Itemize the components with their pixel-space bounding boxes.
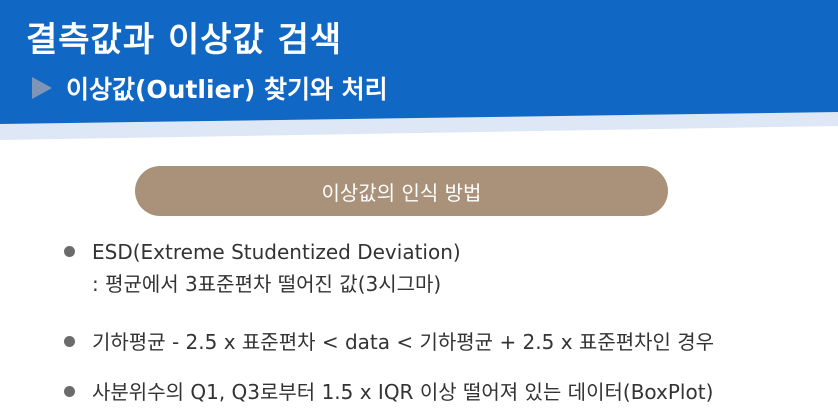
slide-header: 결측값과 이상값 검색 이상값(Outlier) 찾기와 처리 xyxy=(0,0,838,140)
bullet-item-iqr: 사분위수의 Q1, Q3로부터 1.5 x IQR 이상 떨어져 있는 데이터(… xyxy=(64,376,713,408)
bullet-dot-icon xyxy=(64,386,75,397)
bullet-text: 사분위수의 Q1, Q3로부터 1.5 x IQR 이상 떨어져 있는 데이터(… xyxy=(92,376,713,408)
bullet-line: : 평균에서 3표준편차 떨어진 값(3시그마) xyxy=(92,272,442,296)
bullet-line: ESD(Extreme Studentized Deviation) xyxy=(92,240,461,264)
bullet-text: ESD(Extreme Studentized Deviation) : 평균에… xyxy=(92,236,461,300)
slide-title: 결측값과 이상값 검색 xyxy=(26,20,343,60)
bullet-item-geometric-mean: 기하평균 - 2.5 x 표준편차 < data < 기하평균 + 2.5 x … xyxy=(64,326,714,358)
section-pill-label: 이상값의 인식 방법 xyxy=(321,180,482,205)
triangle-arrow-icon xyxy=(32,77,52,99)
section-pill: 이상값의 인식 방법 xyxy=(135,166,668,216)
bullet-dot-icon xyxy=(64,246,75,257)
bullet-line: 사분위수의 Q1, Q3로부터 1.5 x IQR 이상 떨어져 있는 데이터(… xyxy=(92,380,714,404)
bullet-item-esd: ESD(Extreme Studentized Deviation) : 평균에… xyxy=(64,236,461,300)
bullet-dot-icon xyxy=(64,336,75,347)
slide-subtitle: 이상값(Outlier) 찾기와 처리 xyxy=(66,75,388,104)
bullet-text: 기하평균 - 2.5 x 표준편차 < data < 기하평균 + 2.5 x … xyxy=(92,326,714,358)
header-banner xyxy=(0,0,838,140)
bullet-line: 기하평균 - 2.5 x 표준편차 < data < 기하평균 + 2.5 x … xyxy=(92,330,715,354)
subtitle-row: 이상값(Outlier) 찾기와 처리 xyxy=(32,70,388,106)
